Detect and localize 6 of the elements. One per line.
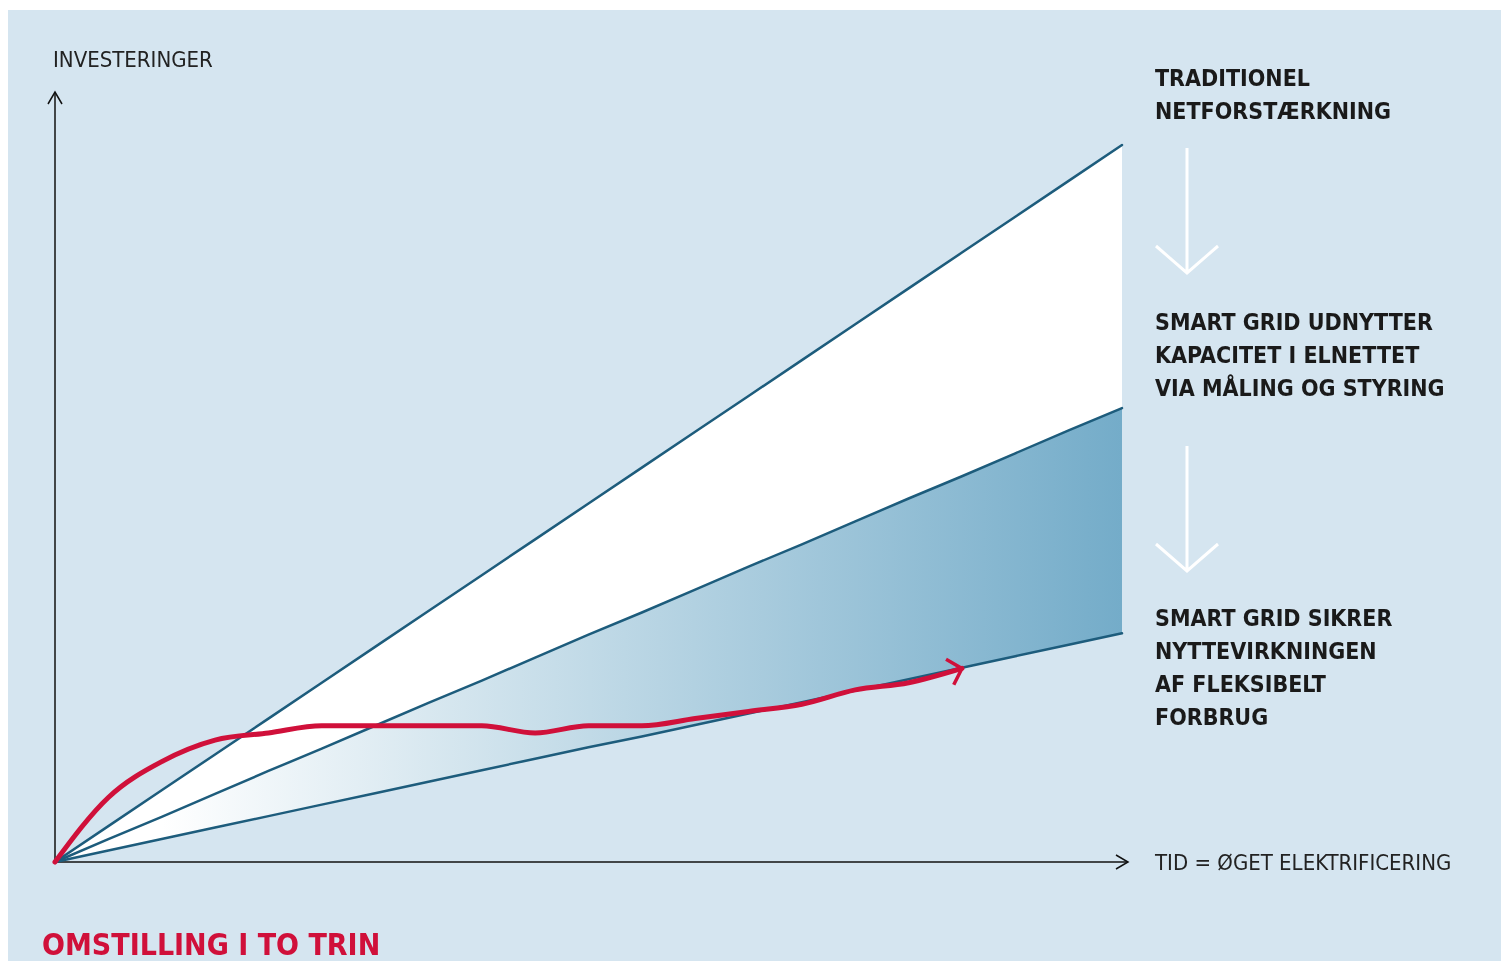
text: SMART GRID SIKRER NYTTEVIRKNINGEN AF FLEKSIBELT FORBRUG [1155,605,1393,730]
text: TRADITIONEL NETFORSTÆRKNING [1155,65,1391,124]
text: OMSTILLING I TO TRIN [42,927,381,961]
text: SMART GRID UDNYTTER KAPACITET I ELNETTET VIA MÅLING OG STYRING [1155,309,1445,401]
y-axis-title: INVESTERINGER [53,47,214,72]
x-axis-title: TID = ØGET ELEKTRIFICERING [1154,850,1452,875]
